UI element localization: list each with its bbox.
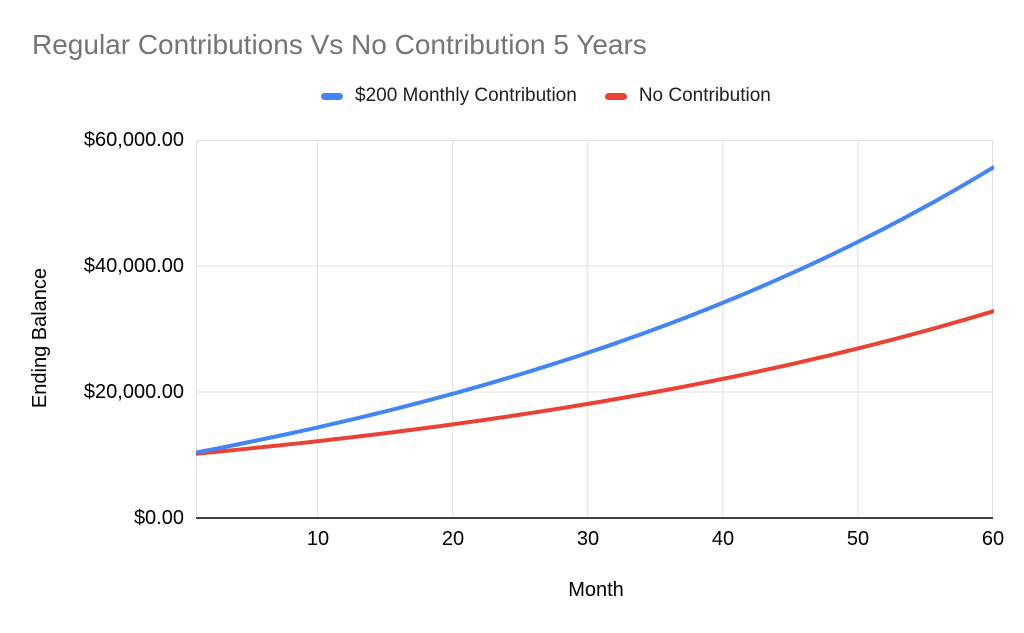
x-axis-title: Month (568, 579, 624, 601)
y-axis-title: Ending Balance (29, 267, 51, 409)
y-axis-tick-label: $0.00 (133, 507, 184, 529)
series-line (196, 165, 994, 455)
x-axis-tick-label: 40 (711, 528, 735, 550)
legend-swatch-blue (321, 92, 343, 100)
legend-item-no-contribution: No Contribution (604, 85, 771, 107)
y-axis-tick-label: $40,000.00 (83, 255, 184, 277)
legend-label: No Contribution (638, 85, 771, 106)
x-axis-tick-label: 20 (441, 528, 465, 550)
x-axis-tick-label: 50 (846, 528, 870, 550)
chart-title: Regular Contributions Vs No Contribution… (32, 29, 647, 60)
chart-plot-area (196, 140, 994, 519)
legend-swatch-red (604, 92, 627, 100)
x-axis-tick-label: 10 (306, 528, 330, 550)
y-axis-tick-label: $20,000.00 (83, 381, 184, 403)
series-line (196, 309, 994, 456)
legend: $200 Monthly Contribution No Contributio… (321, 84, 771, 108)
x-axis-tick-label: 30 (576, 528, 600, 550)
y-axis-tick-label: $60,000.00 (83, 129, 184, 151)
legend-item-monthly-contribution: $200 Monthly Contribution (321, 85, 577, 107)
legend-label: $200 Monthly Contribution (355, 85, 577, 106)
x-axis-tick-label: 60 (981, 528, 1005, 550)
